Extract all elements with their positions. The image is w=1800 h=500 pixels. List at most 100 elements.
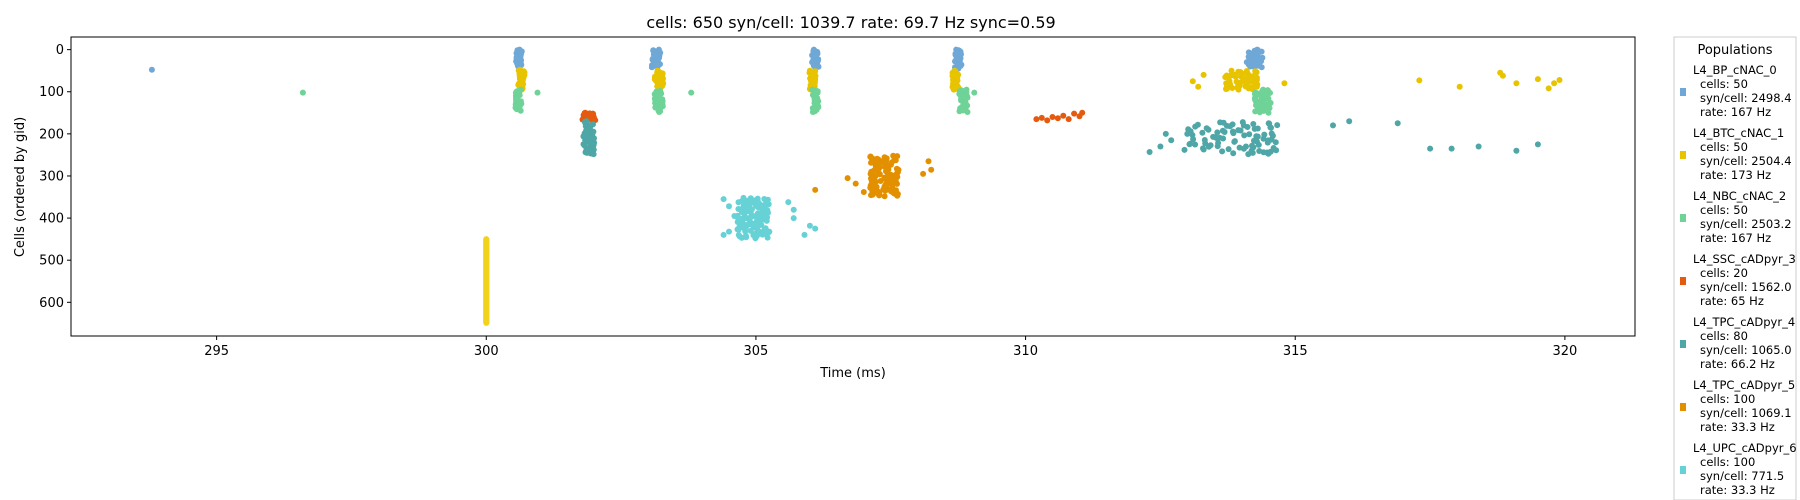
spike-point [1189, 78, 1196, 85]
spike-point [1240, 145, 1247, 152]
spike-point [1195, 83, 1202, 90]
x-tick-label: 315 [1283, 344, 1308, 359]
spike-point [1274, 122, 1281, 129]
spike-point [483, 319, 490, 326]
spike-points [148, 46, 1563, 326]
spike-point [950, 86, 957, 93]
spike-point [1162, 130, 1169, 137]
spike-point [806, 222, 813, 229]
spike-point [747, 227, 754, 234]
spike-point [731, 213, 738, 219]
spike-point [1266, 105, 1273, 112]
y-axis-ticks: 0 100 200 300 400 500 600 [39, 43, 71, 311]
legend-series-name: L4_BP_cNAC_0 [1693, 63, 1777, 77]
spike-point [1232, 73, 1239, 80]
spike-point [1220, 135, 1227, 142]
spike-point [1235, 86, 1242, 93]
spike-point [1268, 124, 1274, 131]
legend-series-stat: rate: 33.3 Hz [1700, 420, 1775, 434]
y-tick-label: 600 [39, 296, 64, 311]
x-tick-label: 300 [474, 344, 499, 359]
spike-point [852, 180, 859, 187]
legend-series-stat: syn/cell: 2503.2 [1700, 217, 1792, 231]
spike-point [1065, 116, 1072, 123]
spike-point [876, 192, 883, 199]
spike-point [1427, 145, 1434, 152]
legend-series-stat: rate: 167 Hz [1700, 231, 1771, 245]
legend-series-name: L4_TPC_cADpyr_5 [1693, 378, 1795, 392]
spike-point [812, 225, 819, 232]
spike-point [1456, 83, 1463, 90]
spike-point [1049, 114, 1056, 120]
spike-point [1272, 139, 1279, 146]
spike-point [1265, 109, 1272, 116]
legend-swatch [1680, 88, 1686, 96]
spike-point [1249, 149, 1256, 156]
spike-point [148, 66, 155, 73]
spike-point [877, 178, 884, 184]
y-tick-label: 300 [39, 169, 64, 184]
spike-point [1228, 67, 1235, 74]
spike-point [1416, 77, 1423, 84]
spike-point [1513, 147, 1520, 154]
series-L4_TPC_cADpyr_4 [580, 118, 1541, 158]
spike-point [752, 235, 759, 242]
legend-series-stat: syn/cell: 1069.1 [1700, 406, 1792, 420]
spike-point [1033, 116, 1040, 123]
spike-point [735, 226, 742, 233]
spike-point [755, 204, 762, 211]
spike-point [1265, 150, 1272, 157]
spike-point [1513, 80, 1520, 87]
spike-point [720, 231, 727, 238]
chart-title: cells: 650 syn/cell: 1039.7 rate: 69.7 H… [646, 13, 1055, 32]
legend-series-stat: cells: 50 [1700, 203, 1748, 217]
spike-point [1168, 137, 1175, 144]
series-L4_BTC_cNAC_1 [515, 66, 1563, 93]
spike-point [1184, 130, 1191, 137]
spike-point [1534, 141, 1541, 148]
spike-point [925, 158, 932, 165]
spike-point [1448, 145, 1455, 152]
series-L4_NBC_cNAC_2 [299, 86, 1274, 116]
legend-series-stat: cells: 20 [1700, 266, 1748, 280]
spike-point [1227, 123, 1233, 130]
spike-point [1205, 143, 1212, 150]
spike-point [1534, 76, 1541, 83]
spike-point [1245, 151, 1252, 158]
legend-series-name: L4_UPC_cADpyr_6 [1693, 441, 1797, 455]
spike-point [1499, 72, 1506, 79]
spike-point [894, 180, 900, 187]
spike-point [1253, 83, 1260, 90]
spike-point [894, 192, 901, 199]
spike-point [1230, 130, 1237, 137]
spike-point [1545, 85, 1552, 92]
y-tick-label: 500 [39, 254, 64, 269]
spike-point [1054, 115, 1061, 122]
spike-point [956, 108, 963, 115]
spike-point [882, 187, 889, 194]
spike-point [1330, 122, 1336, 129]
legend-series-stat: syn/cell: 1562.0 [1700, 280, 1792, 294]
legend-series-name: L4_BTC_cNAC_1 [1693, 126, 1784, 140]
spike-point [1060, 112, 1067, 119]
spike-point [1273, 147, 1280, 154]
spike-point [1251, 125, 1258, 132]
spike-point [876, 171, 883, 178]
legend-series-stat: syn/cell: 771.5 [1700, 469, 1784, 483]
x-axis-label: Time (ms) [819, 366, 886, 381]
spike-point [1186, 141, 1193, 148]
legend-frame [1673, 36, 1797, 500]
spike-point [868, 192, 874, 199]
legend-title: Populations [1697, 43, 1772, 58]
spike-point [1214, 143, 1221, 150]
y-tick-label: 0 [56, 43, 64, 58]
spike-point [517, 107, 524, 114]
y-tick-label: 200 [39, 127, 64, 142]
